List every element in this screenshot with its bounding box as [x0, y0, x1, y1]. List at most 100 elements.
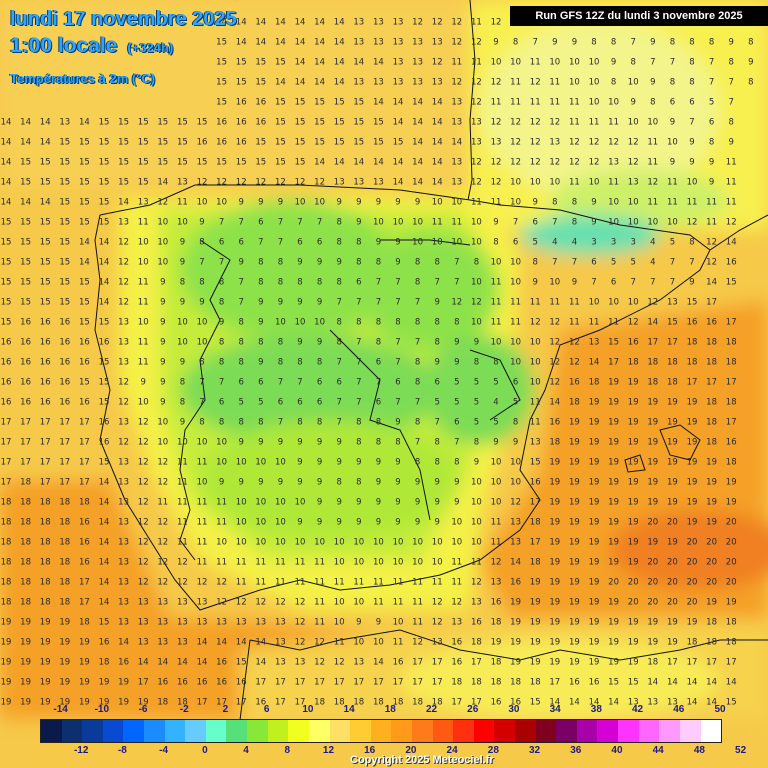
- grid-value: 16: [40, 338, 51, 348]
- grid-value: 15: [295, 118, 306, 128]
- grid-value: 13: [118, 578, 129, 588]
- grid-value: 14: [118, 638, 129, 648]
- grid-value: 8: [689, 38, 694, 48]
- grid-value: 20: [706, 578, 717, 588]
- grid-value: 12: [628, 138, 639, 148]
- grid-value: 19: [589, 478, 600, 488]
- grid-value: 10: [471, 238, 482, 248]
- grid-value: 10: [471, 278, 482, 288]
- grid-value: 15: [138, 118, 149, 128]
- grid-value: 17: [59, 438, 70, 448]
- grid-value: 7: [356, 298, 361, 308]
- grid-value: 18: [40, 498, 51, 508]
- grid-value: 8: [415, 258, 420, 268]
- grid-value: 15: [20, 298, 31, 308]
- grid-value: 9: [395, 498, 400, 508]
- grid-value: 13: [451, 158, 462, 168]
- grid-value: 18: [59, 558, 70, 568]
- grid-value: 14: [510, 558, 521, 568]
- legend-bottom-label: 48: [693, 745, 705, 756]
- grid-value: 14: [314, 78, 325, 88]
- grid-value: 15: [373, 138, 384, 148]
- grid-value: 18: [471, 638, 482, 648]
- grid-value: 9: [160, 298, 165, 308]
- grid-value: 19: [549, 478, 560, 488]
- legend-bottom-label: 44: [652, 745, 664, 756]
- grid-value: 13: [118, 558, 129, 568]
- grid-value: 14: [667, 678, 678, 688]
- grid-value: 15: [608, 338, 619, 348]
- grid-value: 12: [491, 118, 502, 128]
- grid-value: 17: [40, 438, 51, 448]
- grid-value: 8: [219, 338, 224, 348]
- grid-value: 19: [628, 498, 639, 508]
- grid-value: 11: [569, 98, 580, 108]
- grid-value: 8: [493, 358, 498, 368]
- grid-value: 12: [118, 278, 129, 288]
- grid-value: 6: [709, 118, 714, 128]
- grid-value: 11: [667, 178, 678, 188]
- grid-value: 18: [59, 538, 70, 548]
- grid-value: 11: [275, 578, 286, 588]
- grid-value: 9: [434, 298, 439, 308]
- legend-swatch: [164, 720, 186, 742]
- grid-value: 8: [180, 378, 185, 388]
- grid-value: 13: [118, 318, 129, 328]
- grid-value: 11: [138, 218, 149, 228]
- grid-value: 19: [510, 618, 521, 628]
- grid-value: 12: [451, 18, 462, 28]
- grid-value: 20: [726, 558, 737, 568]
- grid-value: 13: [118, 598, 129, 608]
- grid-value: 13: [118, 418, 129, 428]
- grid-value: 18: [667, 378, 678, 388]
- grid-value: 15: [59, 198, 70, 208]
- legend-bottom-label: 20: [405, 745, 417, 756]
- grid-value: 11: [177, 198, 188, 208]
- grid-value: 14: [236, 638, 247, 648]
- grid-value: 8: [297, 418, 302, 428]
- grid-value: 11: [608, 118, 619, 128]
- grid-value: 14: [549, 698, 560, 708]
- grid-value: 19: [569, 458, 580, 468]
- grid-value: 14: [40, 198, 51, 208]
- grid-value: 19: [628, 618, 639, 628]
- grid-value: 13: [510, 538, 521, 548]
- grid-value: 6: [454, 418, 459, 428]
- grid-value: 11: [432, 218, 443, 228]
- grid-value: 8: [415, 318, 420, 328]
- grid-value: 13: [432, 638, 443, 648]
- grid-value: 15: [275, 138, 286, 148]
- grid-value: 14: [334, 58, 345, 68]
- grid-value: 6: [591, 258, 596, 268]
- grid-value: 16: [549, 418, 560, 428]
- grid-value: 18: [1, 598, 12, 608]
- legend-bottom-label: -4: [159, 745, 169, 756]
- grid-value: 9: [317, 338, 322, 348]
- grid-value: 19: [59, 638, 70, 648]
- grid-value: 8: [454, 458, 459, 468]
- grid-value: 18: [20, 578, 31, 588]
- grid-value: 16: [236, 118, 247, 128]
- grid-value: 8: [336, 318, 341, 328]
- grid-value: 20: [726, 518, 737, 528]
- grid-value: 8: [219, 418, 224, 428]
- grid-value: 9: [317, 438, 322, 448]
- legend-swatch: [556, 720, 577, 742]
- grid-value: 5: [709, 98, 714, 108]
- grid-value: 15: [255, 58, 266, 68]
- grid-value: 13: [177, 178, 188, 188]
- grid-value: 10: [432, 538, 443, 548]
- grid-value: 17: [549, 678, 560, 688]
- grid-value: 15: [79, 218, 90, 228]
- grid-value: 18: [20, 558, 31, 568]
- grid-value: 10: [471, 538, 482, 548]
- grid-value: 14: [353, 158, 364, 168]
- grid-value: 9: [317, 518, 322, 528]
- grid-value: 10: [628, 198, 639, 208]
- grid-value: 14: [40, 118, 51, 128]
- grid-value: 19: [647, 398, 658, 408]
- grid-value: 15: [255, 158, 266, 168]
- grid-value: 11: [314, 578, 325, 588]
- grid-value: 6: [689, 98, 694, 108]
- legend-swatch: [535, 720, 557, 742]
